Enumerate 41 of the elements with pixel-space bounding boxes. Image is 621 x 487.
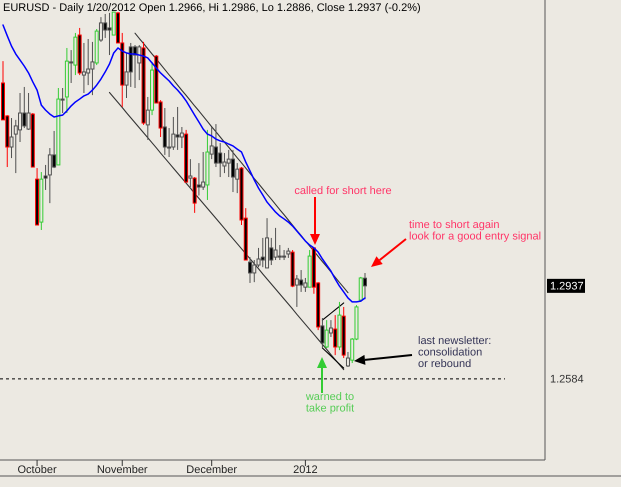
candlestick <box>44 164 48 190</box>
candlestick <box>180 126 184 149</box>
annotation: warned to take profit <box>304 391 354 414</box>
candlestick <box>103 13 108 38</box>
candlestick <box>274 227 278 261</box>
candlestick <box>333 314 338 356</box>
candlestick <box>69 50 74 84</box>
candlestick <box>363 272 367 300</box>
text: last newsletter: consolidation or rebound <box>418 335 492 370</box>
line-series <box>322 302 344 321</box>
candlestick <box>222 152 226 174</box>
candlestick <box>10 118 14 159</box>
candlestick <box>226 149 231 178</box>
candlestick <box>137 44 142 81</box>
x-tick-label: December <box>186 464 238 476</box>
candlestick <box>112 12 116 36</box>
candlestick <box>218 142 222 178</box>
candlestick <box>82 42 86 94</box>
candlestick <box>60 87 65 114</box>
line-series <box>2 24 366 303</box>
candlestick <box>260 237 265 268</box>
candlestick <box>282 250 286 261</box>
candlestick <box>286 247 290 258</box>
chart-title: EURUSD - Daily 1/20/2012 Open 1.2966, Hi 1.2986, Lo 1.2886, Close 1.2937 (-0.2%) <box>3 2 421 14</box>
x-tick-label: October <box>18 464 57 476</box>
x-tick-label: November <box>96 464 148 476</box>
candlestick <box>299 270 304 292</box>
candlestick <box>278 244 282 261</box>
line-series <box>322 347 344 369</box>
line-series <box>108 92 344 370</box>
candlestick <box>230 149 235 193</box>
y-tick-label: 1.2584 <box>550 374 584 386</box>
candlestick <box>176 106 180 150</box>
text: time to short again look for a good entry signal <box>409 219 542 242</box>
annotation: called for short here <box>294 185 392 197</box>
x-tick-label: 2012 <box>293 464 318 476</box>
candlestick <box>22 86 26 129</box>
candlestick <box>107 12 112 56</box>
y-tick-label: 1.2937 <box>550 280 584 293</box>
candlestick <box>188 158 192 188</box>
candlestick <box>324 320 329 349</box>
